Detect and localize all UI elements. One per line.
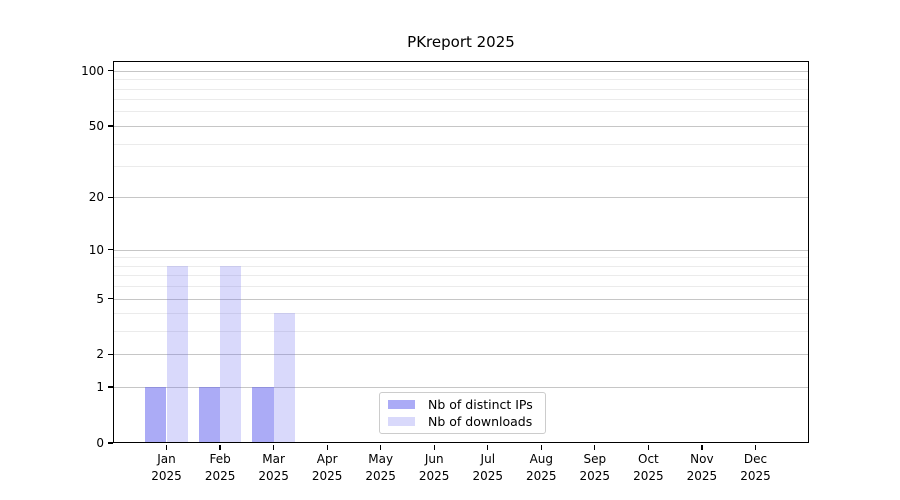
x-tick-year: 2025 <box>579 468 611 483</box>
x-tick-year: 2025 <box>418 468 450 483</box>
y-axis-tick-label: 0 <box>96 436 104 450</box>
y-minor-gridline <box>113 166 809 167</box>
x-tick-month: Oct <box>638 452 659 466</box>
x-tick-month: Apr <box>316 452 338 466</box>
legend-swatch-distinct-ips-icon <box>388 400 415 409</box>
x-axis-tick-label: May 2025 <box>353 451 409 484</box>
x-axis-tick-label: Nov 2025 <box>674 451 730 484</box>
x-tick-year: 2025 <box>633 468 664 483</box>
y-minor-gridline <box>113 88 809 90</box>
y-axis-tick-label: 5 <box>96 291 104 306</box>
y-major-gridline <box>113 249 809 251</box>
y-axis-tick-label: 2 <box>96 347 104 362</box>
x-tick-year: 2025 <box>151 468 182 483</box>
x-tick-year: 2025 <box>311 468 343 483</box>
y-tick-mark <box>108 196 113 199</box>
legend-swatch-downloads-icon <box>388 417 415 426</box>
y-tick-mark <box>108 248 113 251</box>
y-axis-tick-label: 10 <box>88 242 104 257</box>
bar-downloads <box>166 265 188 443</box>
x-tick-month: Jan <box>157 452 176 466</box>
y-minor-gridline <box>113 143 809 145</box>
bar-distinct-ips <box>145 387 167 443</box>
chart-title: PKreport 2025 <box>407 33 515 51</box>
y-minor-gridline <box>113 286 809 288</box>
x-tick-month: Sep <box>583 452 607 466</box>
x-tick-mark <box>594 444 596 450</box>
y-major-gridline <box>113 298 809 300</box>
x-tick-year: 2025 <box>472 468 504 483</box>
y-minor-gridline <box>113 265 809 267</box>
x-tick-month: Dec <box>743 452 768 466</box>
x-tick-month: May <box>368 452 394 466</box>
y-major-gridline <box>113 387 809 389</box>
x-axis-tick-label: Aug 2025 <box>513 451 569 484</box>
legend-label-distinct-ips: Nb of distinct IPs <box>428 397 533 412</box>
y-minor-gridline <box>113 111 809 113</box>
y-major-gridline <box>113 70 809 72</box>
legend: Nb of distinct IPs Nb of downloads <box>379 392 546 434</box>
y-major-gridline <box>113 197 809 199</box>
x-axis-tick-label: Sep 2025 <box>567 451 623 484</box>
x-tick-mark <box>540 444 542 450</box>
y-minor-gridline <box>113 275 809 277</box>
y-tick-mark <box>108 353 113 356</box>
x-tick-mark <box>380 444 382 450</box>
x-axis-tick-label: Jul 2025 <box>460 451 516 484</box>
bar-downloads <box>220 265 242 443</box>
x-axis-tick-label: Oct 2025 <box>620 451 676 484</box>
y-axis-tick-label: 100 <box>81 63 104 78</box>
y-major-gridline <box>113 354 809 356</box>
x-axis-tick-label: Jan 2025 <box>139 451 195 484</box>
bar-downloads <box>273 313 295 443</box>
x-tick-month: Jul <box>480 452 496 466</box>
bar-distinct-ips <box>198 387 221 443</box>
x-tick-year: 2025 <box>258 468 289 483</box>
y-minor-gridline <box>113 99 809 101</box>
y-major-gridline <box>113 125 809 127</box>
x-tick-mark <box>433 444 435 450</box>
y-minor-gridline <box>113 79 809 81</box>
y-axis-tick-label: 50 <box>88 118 104 133</box>
x-tick-mark <box>701 444 703 450</box>
x-tick-mark <box>272 444 275 450</box>
x-axis-tick-label: Feb 2025 <box>192 451 248 484</box>
x-tick-year: 2025 <box>365 468 396 483</box>
bar-distinct-ips <box>252 387 274 443</box>
x-tick-month: Mar <box>262 452 285 466</box>
y-minor-gridline <box>113 331 809 333</box>
x-tick-year: 2025 <box>686 468 718 483</box>
y-minor-gridline <box>113 313 809 315</box>
x-axis-tick-label: Apr 2025 <box>299 451 355 484</box>
y-axis-tick-label: 20 <box>88 190 104 205</box>
x-tick-mark <box>754 444 757 450</box>
x-tick-month: Aug <box>529 452 554 466</box>
x-axis-tick-label: Mar 2025 <box>246 451 302 484</box>
legend-item-distinct-ips: Nb of distinct IPs <box>388 397 537 412</box>
x-tick-mark <box>219 444 221 450</box>
y-minor-gridline <box>113 257 809 259</box>
x-tick-year: 2025 <box>740 468 771 483</box>
x-tick-month: Nov <box>690 452 714 466</box>
y-tick-mark <box>108 442 113 444</box>
x-tick-mark <box>326 444 328 450</box>
x-tick-mark <box>165 444 168 450</box>
x-tick-mark <box>647 444 650 450</box>
y-axis-tick-label: 1 <box>96 380 104 395</box>
plot-frame <box>113 61 809 443</box>
x-tick-month: Jun <box>424 452 444 466</box>
x-axis-tick-label: Jun 2025 <box>406 451 462 484</box>
y-tick-mark <box>108 297 113 300</box>
legend-label-downloads: Nb of downloads <box>428 414 533 429</box>
y-tick-mark <box>108 386 113 388</box>
y-tick-mark <box>108 125 113 127</box>
x-axis-tick-label: Dec 2025 <box>728 451 784 484</box>
x-tick-mark <box>487 444 489 450</box>
x-tick-year: 2025 <box>526 468 557 483</box>
legend-item-downloads: Nb of downloads <box>388 414 537 429</box>
y-tick-mark <box>108 70 113 72</box>
x-tick-month: Feb <box>209 452 231 466</box>
x-tick-year: 2025 <box>204 468 236 483</box>
